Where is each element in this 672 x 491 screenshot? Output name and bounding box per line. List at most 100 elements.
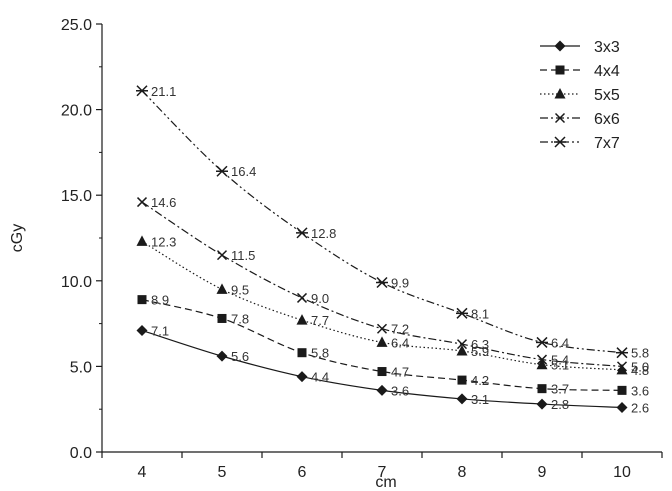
series-line-5x5	[141, 240, 623, 371]
data-label-4x4: 7.8	[231, 311, 249, 326]
data-label-7x7: 9.9	[391, 276, 409, 291]
data-label-7x7: 12.8	[311, 226, 336, 241]
legend-label: 5x5	[594, 87, 620, 104]
data-point-7x7	[376, 276, 388, 289]
data-label-7x7: 21.1	[151, 84, 176, 99]
data-label-5x5: 9.5	[231, 282, 249, 297]
data-label-3x3: 3.1	[471, 392, 489, 407]
data-point-5x5	[456, 344, 468, 356]
x-tick-label: 9	[538, 464, 547, 481]
data-point-6x6	[616, 361, 628, 372]
data-label-6x6: 14.6	[151, 195, 176, 210]
data-label-5x5: 5.1	[551, 358, 569, 373]
data-point-3x3	[536, 398, 548, 410]
data-label-5x5: 12.3	[151, 234, 176, 249]
data-label-3x3: 3.6	[391, 383, 409, 398]
x-tick-label: 8	[458, 464, 467, 481]
data-point-5x5	[616, 363, 628, 375]
data-point-3x3	[376, 384, 388, 396]
data-label-7x7: 5.8	[631, 346, 649, 361]
x-tick-label: 5	[218, 464, 227, 481]
data-point-5x5	[376, 336, 388, 347]
legend-marker	[554, 112, 566, 124]
data-label-6x6: 6.3	[471, 337, 489, 352]
legend-marker	[554, 88, 566, 99]
data-label-5x5: 7.7	[311, 313, 329, 328]
data-point-3x3	[456, 393, 468, 405]
legend-marker	[554, 40, 566, 52]
data-label-7x7: 8.1	[471, 306, 489, 321]
data-label-4x4: 5.8	[311, 346, 329, 361]
data-label-3x3: 4.4	[311, 370, 329, 385]
data-point-3x3	[216, 350, 228, 362]
data-label-3x3: 7.1	[151, 323, 169, 338]
y-tick-label: 10.0	[61, 274, 92, 291]
data-label-5x5: 5.9	[471, 344, 489, 359]
y-tick-label: 5.0	[70, 359, 92, 376]
data-point-4x4	[297, 348, 307, 358]
data-point-4x4	[137, 295, 147, 305]
series-markers	[136, 85, 628, 413]
data-point-6x6	[216, 250, 228, 261]
data-point-6x6	[296, 292, 308, 303]
legend-marker	[555, 65, 565, 75]
data-point-4x4	[537, 384, 547, 394]
data-label-5x5: 6.4	[391, 335, 409, 350]
data-label-3x3: 5.6	[231, 349, 249, 364]
data-label-6x6: 5.0	[631, 359, 649, 374]
data-label-4x4: 8.9	[151, 293, 169, 308]
data-point-4x4	[217, 313, 227, 323]
data-point-4x4	[377, 367, 387, 377]
data-label-6x6: 11.5	[231, 248, 255, 263]
data-point-7x7	[456, 307, 468, 319]
data-label-4x4: 4.7	[391, 365, 409, 380]
x-tick-label: 4	[138, 464, 147, 481]
y-axis-title: cGy	[9, 224, 26, 252]
data-label-6x6: 9.0	[311, 291, 329, 306]
data-label-6x6: 5.4	[551, 353, 569, 368]
data-point-7x7	[216, 165, 228, 177]
series-line-7x7	[141, 90, 623, 354]
data-point-4x4	[457, 375, 467, 385]
data-point-3x3	[136, 324, 148, 336]
y-tick-label: 0.0	[70, 445, 92, 462]
data-label-6x6: 7.2	[391, 322, 409, 337]
data-label-7x7: 16.4	[231, 164, 256, 179]
x-tick-label: 10	[613, 464, 631, 481]
data-label-3x3: 2.6	[631, 400, 649, 415]
y-tick-label: 25.0	[61, 17, 92, 34]
legend-marker	[554, 136, 566, 148]
data-label-4x4: 4.2	[471, 373, 489, 388]
data-label-4x4: 3.6	[631, 383, 649, 398]
data-label-4x4: 3.7	[551, 382, 569, 397]
data-point-3x3	[616, 401, 628, 413]
y-tick-label: 20.0	[61, 103, 92, 120]
data-point-5x5	[216, 283, 228, 294]
data-point-6x6	[536, 354, 548, 365]
data-point-7x7	[136, 85, 148, 97]
axes: 0.0 5.0 10.0 15.0 20.0 25.0 4 5 6 7 8 9 10	[61, 17, 663, 481]
x-tick-label: 7	[378, 464, 387, 481]
data-point-6x6	[376, 323, 388, 334]
data-point-6x6	[456, 339, 468, 350]
data-label-3x3: 2.8	[551, 397, 569, 412]
legend-label: 7x7	[594, 135, 620, 152]
legend-label: 3x3	[594, 39, 620, 56]
series-lines	[141, 90, 623, 409]
legend-label: 4x4	[594, 63, 620, 80]
data-point-3x3	[296, 371, 308, 383]
data-point-5x5	[296, 314, 308, 325]
data-label-7x7: 6.4	[551, 335, 569, 350]
data-point-5x5	[536, 358, 548, 370]
data-point-7x7	[296, 227, 308, 239]
data-point-5x5	[136, 235, 148, 246]
data-labels: 7.1 5.6 4.4 3.6 3.1 2.8 2.6 8.9 7.8 5.8 4.7 4.2 3.7 3…	[151, 84, 649, 416]
legend-label: 6x6	[594, 111, 620, 128]
y-tick-label: 15.0	[61, 188, 92, 205]
legend: 3x3 4x4 5x5 6x6 7x7	[540, 39, 620, 152]
data-point-4x4	[617, 385, 627, 395]
data-point-7x7	[616, 347, 628, 359]
data-point-7x7	[536, 336, 548, 348]
